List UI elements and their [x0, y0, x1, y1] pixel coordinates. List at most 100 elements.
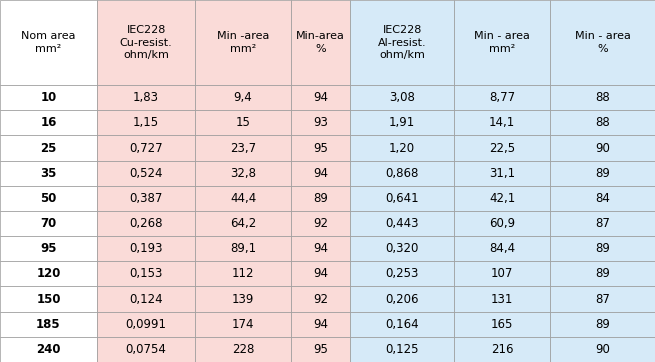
Bar [97, 286, 195, 312]
Text: 88: 88 [595, 116, 610, 129]
Bar [0, 85, 97, 110]
Bar [454, 85, 550, 110]
Text: 185: 185 [36, 318, 61, 331]
Text: 0,124: 0,124 [129, 292, 163, 306]
Text: 89,1: 89,1 [230, 242, 256, 255]
Bar [291, 337, 350, 362]
Bar [97, 85, 195, 110]
Text: 70: 70 [41, 217, 56, 230]
Bar [291, 110, 350, 135]
Text: 0,320: 0,320 [386, 242, 419, 255]
Bar [291, 85, 350, 110]
Text: 44,4: 44,4 [230, 192, 256, 205]
Bar [97, 261, 195, 286]
Text: 89: 89 [595, 242, 610, 255]
Bar [195, 211, 291, 236]
Text: 15: 15 [236, 116, 250, 129]
Text: IEC228
Al-resist.
ohm/km: IEC228 Al-resist. ohm/km [378, 25, 426, 60]
Bar [195, 85, 291, 110]
Bar [195, 312, 291, 337]
Text: 95: 95 [313, 343, 328, 356]
Text: 14,1: 14,1 [489, 116, 515, 129]
Text: 139: 139 [232, 292, 254, 306]
Text: 94: 94 [313, 242, 328, 255]
Text: Min - area
%: Min - area % [574, 31, 631, 54]
Bar [350, 135, 454, 161]
Text: 3,08: 3,08 [389, 91, 415, 104]
Bar [97, 0, 195, 85]
Bar [454, 312, 550, 337]
Text: 216: 216 [491, 343, 514, 356]
Text: 1,83: 1,83 [133, 91, 159, 104]
Bar [0, 135, 97, 161]
Bar [350, 211, 454, 236]
Text: 0,443: 0,443 [385, 217, 419, 230]
Text: 94: 94 [313, 167, 328, 180]
Bar [97, 135, 195, 161]
Bar [350, 312, 454, 337]
Bar [195, 110, 291, 135]
Text: 22,5: 22,5 [489, 142, 515, 155]
Bar [454, 135, 550, 161]
Bar [291, 261, 350, 286]
Text: 95: 95 [313, 142, 328, 155]
Text: 120: 120 [36, 268, 61, 281]
Text: Min - area
mm²: Min - area mm² [474, 31, 530, 54]
Text: 1,91: 1,91 [389, 116, 415, 129]
Text: 0,727: 0,727 [129, 142, 163, 155]
Text: 0,206: 0,206 [385, 292, 419, 306]
Bar [454, 211, 550, 236]
Bar [350, 0, 454, 85]
Bar [0, 337, 97, 362]
Text: 35: 35 [41, 167, 56, 180]
Bar [97, 161, 195, 186]
Text: 165: 165 [491, 318, 514, 331]
Bar [195, 261, 291, 286]
Bar [454, 261, 550, 286]
Bar [0, 286, 97, 312]
Text: 0,641: 0,641 [385, 192, 419, 205]
Bar [291, 286, 350, 312]
Text: 0,164: 0,164 [385, 318, 419, 331]
Text: 1,20: 1,20 [389, 142, 415, 155]
Text: 0,387: 0,387 [130, 192, 162, 205]
Text: 94: 94 [313, 91, 328, 104]
Bar [350, 85, 454, 110]
Text: 60,9: 60,9 [489, 217, 515, 230]
Text: 32,8: 32,8 [230, 167, 256, 180]
Bar [97, 312, 195, 337]
Bar [550, 312, 655, 337]
Text: 0,0991: 0,0991 [126, 318, 166, 331]
Bar [291, 161, 350, 186]
Text: 0,268: 0,268 [129, 217, 163, 230]
Bar [97, 337, 195, 362]
Bar [550, 0, 655, 85]
Bar [454, 110, 550, 135]
Bar [97, 236, 195, 261]
Text: 0,125: 0,125 [385, 343, 419, 356]
Text: 89: 89 [313, 192, 328, 205]
Text: 0,193: 0,193 [129, 242, 163, 255]
Text: 89: 89 [595, 167, 610, 180]
Text: 87: 87 [595, 217, 610, 230]
Text: 92: 92 [313, 292, 328, 306]
Text: 31,1: 31,1 [489, 167, 515, 180]
Bar [550, 286, 655, 312]
Bar [195, 0, 291, 85]
Text: 8,77: 8,77 [489, 91, 515, 104]
Bar [454, 161, 550, 186]
Bar [550, 261, 655, 286]
Text: 42,1: 42,1 [489, 192, 515, 205]
Bar [0, 261, 97, 286]
Text: 9,4: 9,4 [234, 91, 252, 104]
Bar [350, 261, 454, 286]
Bar [550, 186, 655, 211]
Bar [97, 186, 195, 211]
Bar [350, 236, 454, 261]
Text: 94: 94 [313, 268, 328, 281]
Bar [0, 0, 97, 85]
Text: 228: 228 [232, 343, 254, 356]
Bar [350, 161, 454, 186]
Text: 94: 94 [313, 318, 328, 331]
Text: 0,253: 0,253 [386, 268, 419, 281]
